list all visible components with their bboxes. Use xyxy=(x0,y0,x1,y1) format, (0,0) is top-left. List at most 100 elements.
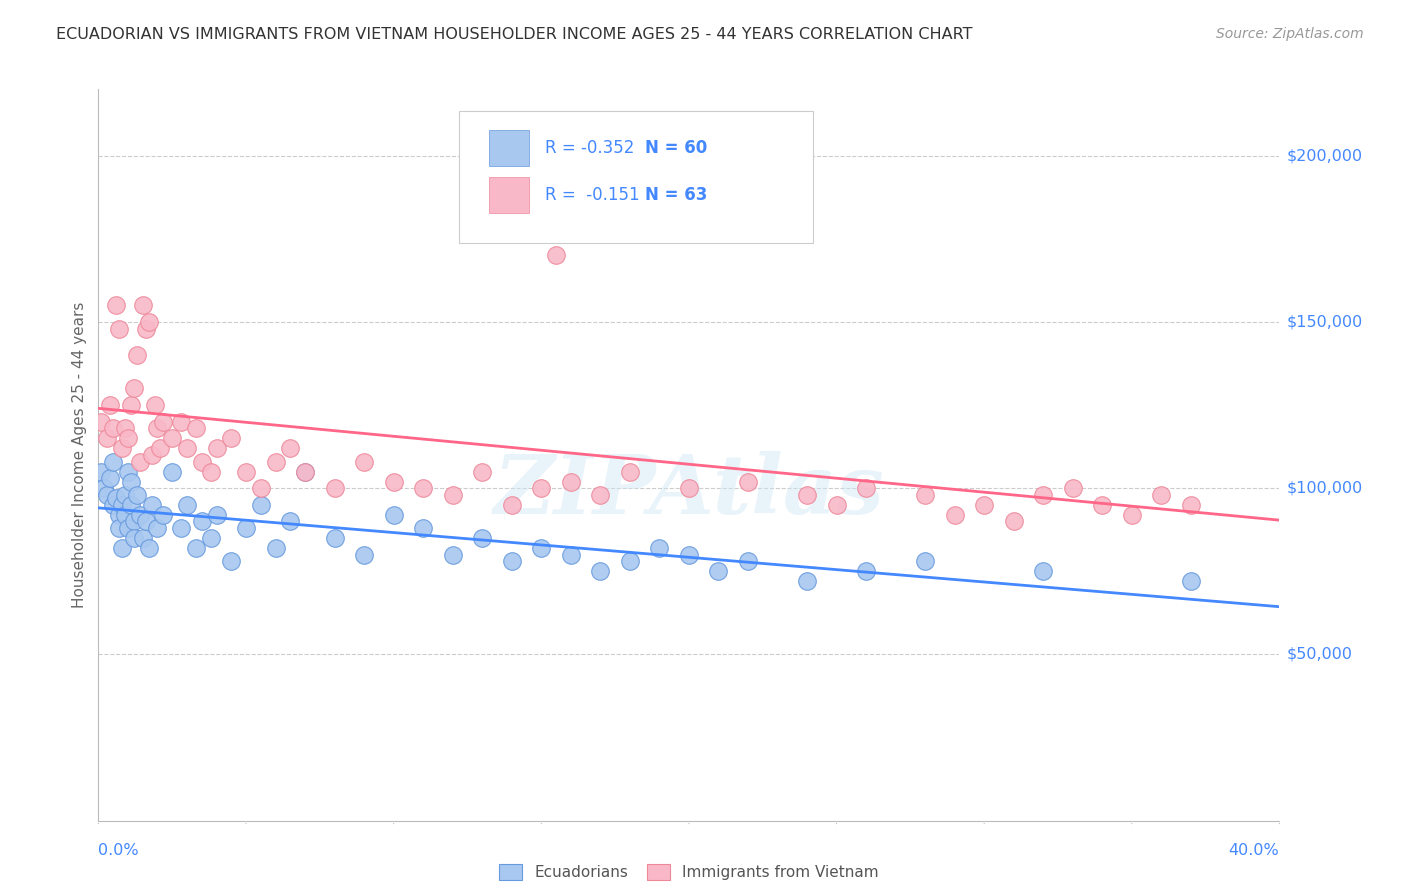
Point xyxy=(1002,515,1025,529)
Point xyxy=(96,488,118,502)
Point xyxy=(141,448,163,462)
Point xyxy=(973,498,995,512)
Point xyxy=(122,515,145,529)
Point xyxy=(138,541,160,555)
Point xyxy=(530,481,553,495)
Point xyxy=(125,348,148,362)
Point xyxy=(530,541,553,555)
Point xyxy=(132,531,155,545)
Text: $100,000: $100,000 xyxy=(1286,481,1362,496)
Legend: Ecuadorians, Immigrants from Vietnam: Ecuadorians, Immigrants from Vietnam xyxy=(494,858,884,886)
FancyBboxPatch shape xyxy=(489,130,530,166)
Point xyxy=(1180,498,1202,512)
Text: ECUADORIAN VS IMMIGRANTS FROM VIETNAM HOUSEHOLDER INCOME AGES 25 - 44 YEARS CORR: ECUADORIAN VS IMMIGRANTS FROM VIETNAM HO… xyxy=(56,27,973,42)
Point xyxy=(200,531,222,545)
Point xyxy=(1032,488,1054,502)
Point xyxy=(191,454,214,468)
Point xyxy=(111,498,134,512)
Point xyxy=(589,488,612,502)
Text: N = 60: N = 60 xyxy=(645,139,707,157)
Point xyxy=(707,564,730,578)
Point xyxy=(264,454,287,468)
Point xyxy=(382,508,405,522)
Point xyxy=(412,481,434,495)
Point xyxy=(501,554,523,568)
Point xyxy=(152,415,174,429)
Point xyxy=(111,541,134,555)
Point xyxy=(117,521,139,535)
Point xyxy=(170,521,193,535)
Point xyxy=(108,508,131,522)
Point xyxy=(1180,574,1202,589)
Text: Source: ZipAtlas.com: Source: ZipAtlas.com xyxy=(1216,27,1364,41)
Point xyxy=(294,465,316,479)
Point xyxy=(264,541,287,555)
Point xyxy=(93,481,115,495)
Point xyxy=(184,421,207,435)
Point xyxy=(176,498,198,512)
Point xyxy=(471,531,494,545)
Point xyxy=(619,465,641,479)
Point xyxy=(855,481,877,495)
Point xyxy=(200,465,222,479)
Text: ZIPAtlas: ZIPAtlas xyxy=(494,451,884,532)
Point xyxy=(162,465,183,479)
Point xyxy=(135,321,157,335)
Text: R =  -0.151: R = -0.151 xyxy=(546,186,640,204)
Point xyxy=(943,508,966,522)
Point xyxy=(441,488,464,502)
Point xyxy=(619,554,641,568)
Point xyxy=(235,521,257,535)
Point xyxy=(108,521,131,535)
Point xyxy=(114,421,136,435)
Point xyxy=(323,481,346,495)
Point xyxy=(441,548,464,562)
Point xyxy=(122,531,145,545)
Point xyxy=(796,574,818,589)
FancyBboxPatch shape xyxy=(458,112,813,243)
Point xyxy=(501,498,523,512)
Point xyxy=(323,531,346,545)
Point xyxy=(353,454,375,468)
Point xyxy=(278,442,302,456)
Point xyxy=(146,521,169,535)
Point xyxy=(382,475,405,489)
Point xyxy=(90,465,112,479)
Text: R = -0.352: R = -0.352 xyxy=(546,139,634,157)
Point xyxy=(278,515,302,529)
Point xyxy=(122,381,145,395)
Point xyxy=(294,465,316,479)
Point xyxy=(560,475,582,489)
Point xyxy=(117,465,139,479)
Point xyxy=(191,515,214,529)
Point xyxy=(205,442,228,456)
Point xyxy=(678,548,700,562)
Text: $150,000: $150,000 xyxy=(1286,315,1362,329)
Point xyxy=(855,564,877,578)
Point xyxy=(108,321,131,335)
Point xyxy=(235,465,257,479)
Point xyxy=(170,415,193,429)
Point xyxy=(120,475,142,489)
Point xyxy=(146,421,169,435)
Point xyxy=(219,431,242,445)
Point xyxy=(471,465,494,479)
Point xyxy=(825,498,848,512)
FancyBboxPatch shape xyxy=(489,178,530,213)
Point xyxy=(1032,564,1054,578)
Point xyxy=(544,248,567,262)
Point xyxy=(589,564,612,578)
Point xyxy=(105,491,128,505)
Point xyxy=(205,508,228,522)
Text: $50,000: $50,000 xyxy=(1286,647,1353,662)
Text: $200,000: $200,000 xyxy=(1286,148,1362,163)
Point xyxy=(143,398,166,412)
Point xyxy=(412,521,434,535)
Point xyxy=(353,548,375,562)
Point xyxy=(219,554,242,568)
Point xyxy=(141,498,163,512)
Point xyxy=(125,488,148,502)
Point xyxy=(132,298,155,312)
Point xyxy=(176,442,198,456)
Point xyxy=(1062,481,1084,495)
